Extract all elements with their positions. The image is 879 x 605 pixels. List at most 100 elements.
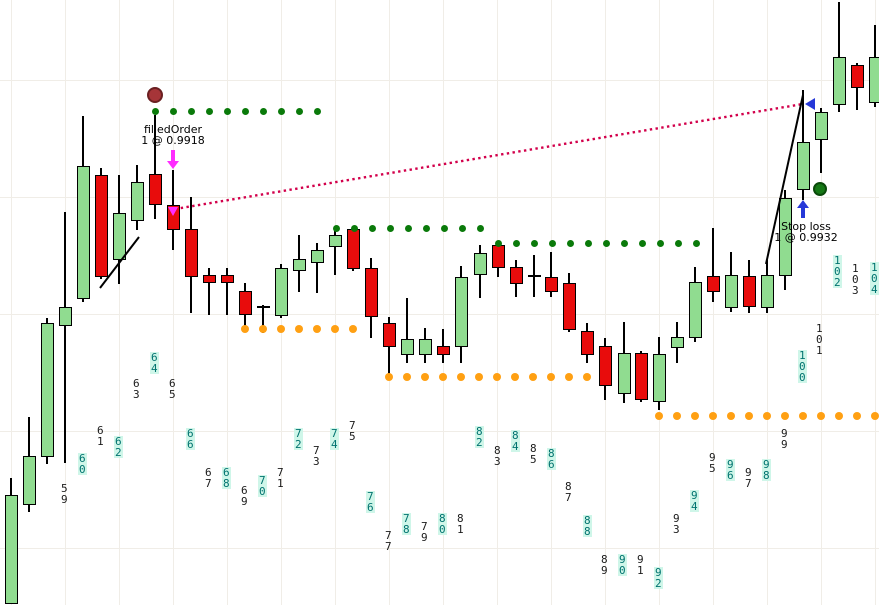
grid-line-vertical [551, 0, 552, 605]
orange-dot [493, 373, 501, 381]
bar-number-65: 6 5 [169, 377, 176, 401]
filled-order-price: 1 @ 0.9918 [141, 134, 205, 147]
candle-wick-bar-73 [316, 243, 318, 293]
bar-number-82: 8 2 [475, 425, 484, 449]
candle-body-bar-63 [131, 182, 144, 221]
candle-body-bar-90 [618, 353, 631, 394]
candle-wick-bar-70 [262, 305, 264, 333]
candle-wick-bar-101 [820, 108, 822, 173]
bar-number-87: 8 7 [565, 480, 572, 504]
green-dot [332, 224, 340, 232]
bar-number-94: 9 4 [690, 489, 699, 513]
orange-dot [745, 412, 753, 420]
green-dot [368, 224, 376, 232]
stop-arrow-up-shaft [801, 208, 805, 218]
candle-body-bar-98 [761, 275, 774, 308]
bar-number-101: 1 0 1 [816, 322, 823, 357]
orange-dot [853, 412, 861, 420]
orange-dot [277, 325, 285, 333]
candle-body-bar-60 [77, 166, 90, 299]
bar-number-72: 7 2 [294, 427, 303, 451]
grid-line-vertical [335, 0, 336, 605]
green-dot [187, 107, 195, 115]
bar-number-61: 6 1 [97, 424, 104, 448]
bar-number-99: 9 9 [781, 427, 788, 451]
bar-number-60: 6 0 [78, 452, 87, 476]
bar-number-84: 8 4 [511, 429, 520, 453]
green-dot [548, 239, 556, 247]
orange-dot [763, 412, 771, 420]
candle-body-bar-68 [221, 275, 234, 283]
candle-body-bar-81 [455, 277, 468, 347]
filled-order-annotation: filledOrder 1 @ 0.9918 [141, 124, 204, 146]
candle-body-bar-73 [311, 250, 324, 263]
candle-body-bar-76 [365, 268, 378, 317]
candle-body-bar-102 [833, 57, 846, 105]
trend-end-marker [805, 98, 815, 110]
order-arrow-down-shaft [171, 150, 175, 161]
bar-number-80: 8 0 [438, 512, 447, 536]
fill-price-marker [168, 207, 178, 216]
orange-dot [385, 373, 393, 381]
grid-line-vertical [119, 0, 120, 605]
candle-wick-bar-59 [64, 212, 66, 463]
green-dot [169, 107, 177, 115]
candle-body-bar-95 [707, 276, 720, 292]
orange-dot [691, 412, 699, 420]
candle-body-bar-62 [113, 213, 126, 260]
bar-number-100: 1 0 0 [798, 349, 807, 384]
trendline-red-dotted-0 [174, 102, 804, 211]
candle-wick-bar-95 [712, 228, 714, 302]
candle-body-bar-58 [41, 323, 54, 457]
candle-body-bar-97 [743, 276, 756, 307]
candle-wick-bar-74 [334, 229, 336, 275]
candle-body-bar-88 [581, 331, 594, 355]
candle-body-bar-66 [185, 229, 198, 277]
orange-dot [781, 412, 789, 420]
candle-body-bar-67 [203, 275, 216, 283]
candle-body-bar-82 [474, 253, 487, 275]
candle-body-bar-64 [149, 174, 162, 205]
candle-body-bar-89 [599, 346, 612, 386]
candle-wick-bar-64 [154, 115, 156, 219]
green-dot [530, 239, 538, 247]
green-dot [620, 239, 628, 247]
bar-number-89: 8 9 [601, 553, 608, 577]
bar-number-59: 5 9 [61, 482, 68, 506]
grid-line-vertical [821, 0, 822, 605]
orange-dot [313, 325, 321, 333]
bar-number-86: 8 6 [547, 447, 556, 471]
orange-dot [565, 373, 573, 381]
green-dot [494, 239, 502, 247]
candle-doji-bar-70 [257, 306, 270, 308]
candle-body-bar-93 [671, 337, 684, 348]
bar-number-73: 7 3 [313, 444, 320, 468]
candle-body-bar-84 [510, 267, 523, 284]
orange-dot [295, 325, 303, 333]
green-dot [476, 224, 484, 232]
orange-dot [727, 412, 735, 420]
candle-body-bar-78 [401, 339, 414, 355]
bar-number-85: 8 5 [530, 442, 537, 466]
green-dot [223, 107, 231, 115]
bar-number-79: 7 9 [421, 520, 428, 544]
bar-number-92: 9 2 [654, 566, 663, 590]
candle-body-bar-96 [725, 275, 738, 308]
grid-line-vertical [497, 0, 498, 605]
bar-number-102: 1 0 2 [833, 254, 842, 289]
candle-body-bar-83 [492, 245, 505, 268]
dark-green-circle-marker [813, 182, 827, 196]
bar-number-93: 9 3 [673, 512, 680, 536]
green-dot [566, 239, 574, 247]
candle-body-bar-69 [239, 291, 252, 315]
bar-number-81: 8 1 [457, 512, 464, 536]
orange-dot [673, 412, 681, 420]
bar-number-69: 6 9 [241, 484, 248, 508]
grid-line-horizontal [0, 314, 879, 315]
grid-line-horizontal [0, 431, 879, 432]
candle-body-bar-80 [437, 346, 450, 355]
green-dot [602, 239, 610, 247]
bar-number-68: 6 8 [222, 466, 231, 490]
orange-dot [871, 412, 879, 420]
